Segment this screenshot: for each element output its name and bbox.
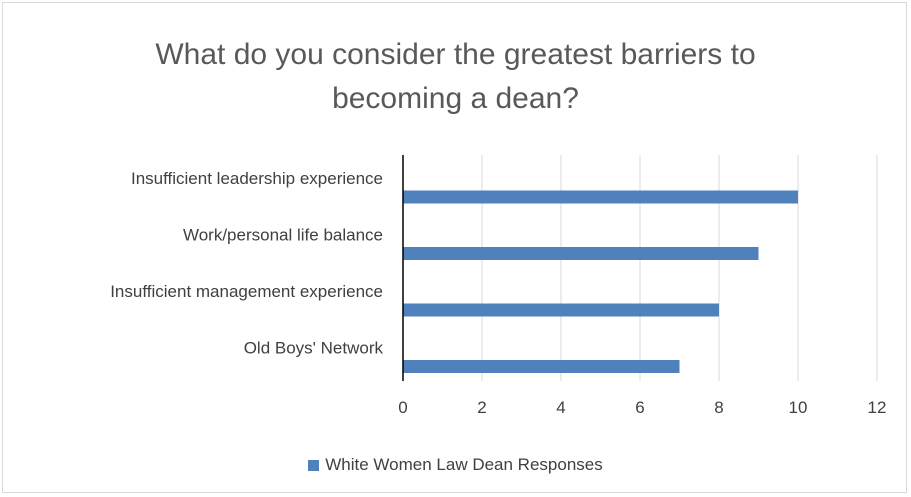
- category-label: Insufficient leadership experience: [131, 169, 383, 188]
- bar: [403, 303, 719, 317]
- category-label: Old Boys' Network: [244, 339, 384, 358]
- legend: White Women Law Dean Responses: [3, 455, 908, 475]
- category-labels: Insufficient leadership experience Work/p…: [110, 169, 383, 358]
- tick-labels: 0 2 4 6 8 10 12: [398, 398, 886, 417]
- plot-area: Insufficient leadership experience Work/p…: [110, 155, 886, 417]
- bars: [403, 190, 798, 373]
- x-tick-label: 0: [398, 398, 407, 417]
- category-label: Work/personal life balance: [183, 226, 383, 245]
- category-label: Insufficient management experience: [110, 282, 383, 301]
- x-tick-label: 8: [714, 398, 723, 417]
- legend-label: White Women Law Dean Responses: [325, 455, 603, 474]
- bar: [403, 247, 759, 260]
- legend-swatch: [308, 459, 320, 471]
- x-tick-label: 2: [477, 398, 486, 417]
- chart-title: What do you consider the greatest barrie…: [155, 38, 756, 115]
- x-tick-label: 6: [635, 398, 644, 417]
- x-tick-label: 12: [868, 398, 887, 417]
- x-tick-label: 4: [556, 398, 565, 417]
- bar: [403, 360, 680, 373]
- gridlines: [481, 155, 878, 381]
- x-tick-label: 10: [789, 398, 808, 417]
- bar: [403, 190, 798, 204]
